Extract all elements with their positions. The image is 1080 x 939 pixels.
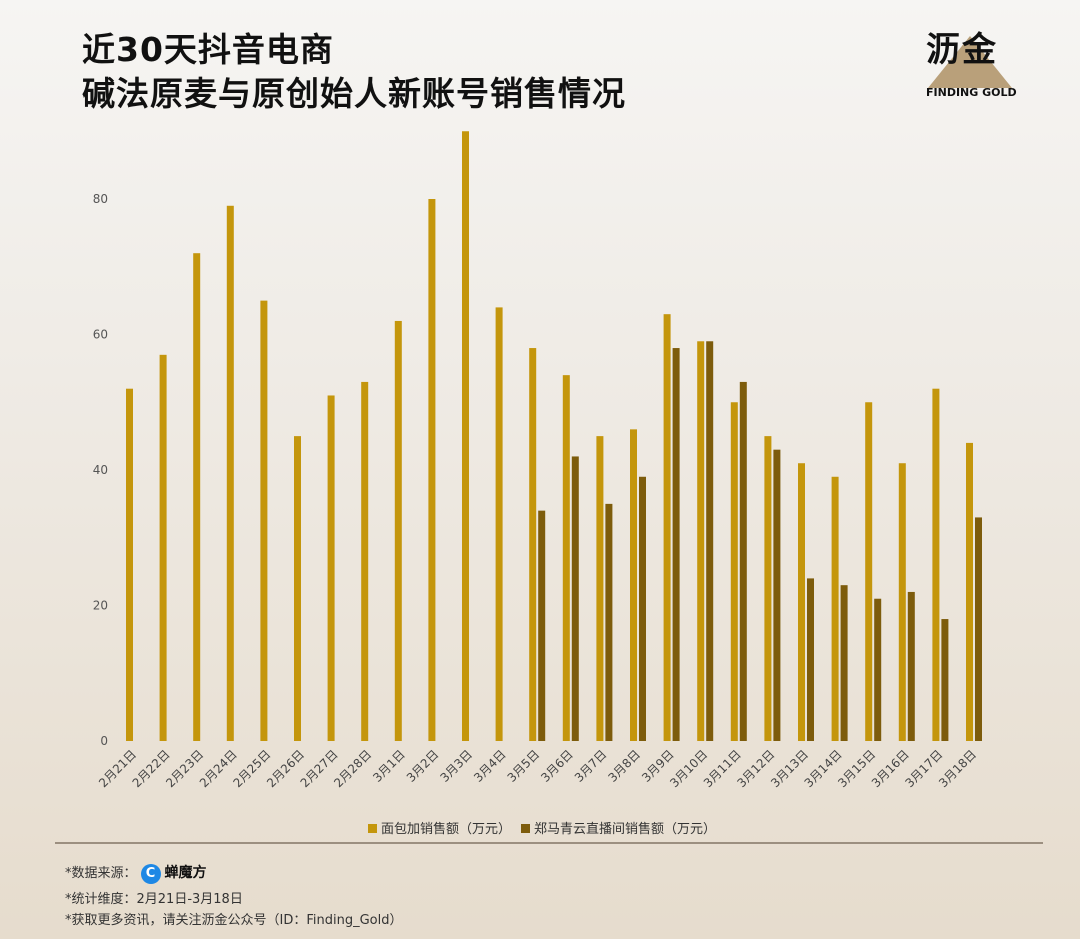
x-tick-label: 3月3日	[437, 747, 475, 785]
x-tick-label: 3月1日	[370, 747, 408, 785]
bar-series2	[571, 456, 579, 741]
x-tick-label: 3月6日	[538, 747, 576, 785]
logo-en: FINDING GOLD	[926, 86, 1017, 99]
chart-title: 近30天抖音电商 碱法原麦与原创始人新账号销售情况	[82, 28, 626, 116]
bar-series1	[193, 253, 201, 741]
y-tick-label: 20	[93, 599, 108, 613]
bar-series1	[428, 199, 436, 741]
y-tick-label: 40	[93, 463, 108, 477]
bar-series1	[495, 307, 503, 741]
source-label: *数据来源：	[65, 866, 137, 881]
footer-more: *获取更多资讯，请关注沥金公众号（ID：Finding_Gold）	[65, 913, 403, 928]
logo-cn: 沥金	[926, 30, 998, 70]
bar-series1	[562, 375, 570, 741]
bar-series1	[865, 402, 873, 741]
source-name: 蝉魔方	[164, 865, 207, 881]
bar-series2	[739, 381, 747, 741]
bar-series2	[975, 517, 982, 741]
bar-series2	[807, 578, 814, 741]
bar-series1	[394, 320, 402, 741]
bar-series1	[462, 131, 469, 741]
bar-series1	[764, 436, 772, 741]
bar-series1	[596, 436, 604, 741]
bar-series1	[529, 348, 537, 741]
y-tick-label: 60	[93, 328, 108, 342]
bar-series1	[898, 463, 906, 741]
bar-series1	[630, 429, 637, 741]
bar-series2	[672, 348, 680, 741]
bar-series1	[260, 300, 268, 741]
x-tick-label: 3月2日	[404, 747, 442, 785]
finding-gold-logo: 沥金 FINDING GOLD	[920, 22, 1020, 102]
logo-triangle-icon	[928, 36, 1012, 88]
legend-label: 郑马青云直播间销售额（万元）	[534, 822, 717, 837]
legend-item-1: 面包加销售额（万元）	[368, 818, 511, 837]
bar-series1	[327, 395, 335, 741]
legend-label: 面包加销售额（万元）	[381, 822, 512, 837]
bar-series2	[840, 585, 848, 741]
bar-series1	[831, 476, 839, 741]
bar-series2	[907, 591, 915, 741]
x-tick-label: 3月5日	[505, 747, 543, 785]
legend-swatch	[368, 824, 377, 833]
legend: 面包加销售额（万元） 郑马青云直播间销售额（万元）	[368, 818, 716, 837]
footer-source: *数据来源： C 蝉魔方	[65, 862, 207, 884]
bar-series1	[126, 388, 133, 741]
y-tick-label: 80	[93, 192, 108, 206]
bar-series1	[226, 205, 234, 741]
title-line-1: 近30天抖音电商	[82, 30, 334, 69]
bar-series2	[605, 503, 613, 741]
chanmofang-logo-icon: C	[140, 863, 161, 884]
bar-series2	[538, 510, 546, 741]
bar-series2	[941, 619, 949, 741]
bar-series2	[773, 449, 781, 741]
divider	[55, 842, 1043, 844]
bar-series1	[932, 388, 940, 741]
bar-series2	[874, 598, 882, 741]
bar-chart: 0204060802月21日2月22日2月23日2月24日2月25日2月26日2…	[93, 131, 982, 790]
bar-series1	[663, 314, 671, 741]
bar-series1	[798, 463, 805, 741]
x-tick-label: 2月28日	[331, 747, 374, 790]
footer-period: *统计维度：2月21日-3月18日	[65, 892, 243, 907]
bar-series1	[294, 436, 301, 741]
bar-series1	[361, 381, 369, 741]
bar-series2	[639, 476, 646, 741]
y-tick-label: 0	[100, 734, 108, 748]
bar-series1	[697, 341, 705, 741]
x-tick-label: 3月18日	[936, 747, 979, 790]
x-tick-label: 3月8日	[605, 747, 643, 785]
x-tick-label: 3月4日	[471, 747, 509, 785]
bar-series1	[159, 354, 167, 741]
bar-series1	[966, 442, 973, 741]
x-tick-label: 3月7日	[572, 747, 610, 785]
bar-series1	[730, 402, 738, 741]
legend-swatch	[521, 824, 531, 833]
legend-item-2: 郑马青云直播间销售额（万元）	[521, 818, 716, 837]
bar-series2	[706, 341, 714, 741]
title-line-2: 碱法原麦与原创始人新账号销售情况	[82, 74, 626, 113]
